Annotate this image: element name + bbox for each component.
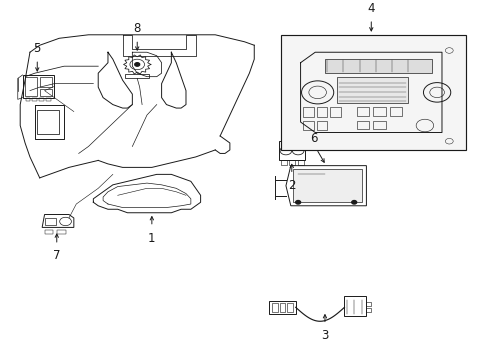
Text: 6: 6 bbox=[309, 132, 317, 145]
Bar bbox=[37, 110, 59, 134]
Text: 1: 1 bbox=[148, 232, 155, 245]
Text: 3: 3 bbox=[321, 329, 328, 342]
Bar bbox=[330, 107, 340, 117]
Bar bbox=[287, 303, 293, 312]
Bar bbox=[40, 77, 52, 87]
Bar bbox=[303, 121, 313, 130]
Bar bbox=[372, 107, 385, 116]
Bar bbox=[281, 35, 466, 150]
Bar bbox=[125, 74, 149, 78]
Bar bbox=[271, 303, 277, 312]
Bar bbox=[289, 161, 295, 165]
Bar bbox=[366, 302, 370, 306]
Bar bbox=[293, 169, 361, 202]
Text: 2: 2 bbox=[287, 179, 295, 192]
Bar bbox=[325, 59, 431, 73]
Bar bbox=[297, 161, 303, 165]
Bar bbox=[389, 107, 402, 116]
Bar bbox=[22, 75, 54, 98]
Bar bbox=[281, 161, 286, 165]
Bar bbox=[39, 98, 44, 101]
Text: 4: 4 bbox=[367, 1, 374, 14]
Bar bbox=[46, 98, 51, 101]
Bar bbox=[344, 297, 366, 316]
Bar bbox=[268, 301, 295, 314]
Bar bbox=[32, 98, 37, 101]
Bar bbox=[303, 107, 313, 117]
Bar bbox=[356, 121, 368, 129]
Text: 5: 5 bbox=[34, 42, 41, 55]
Bar bbox=[336, 77, 407, 103]
Bar bbox=[45, 218, 56, 225]
Bar bbox=[25, 77, 37, 96]
Bar bbox=[40, 89, 52, 96]
Bar bbox=[366, 308, 370, 312]
Bar bbox=[372, 121, 385, 129]
Bar bbox=[57, 230, 65, 234]
Bar bbox=[25, 98, 30, 101]
Bar bbox=[278, 141, 305, 161]
Circle shape bbox=[351, 201, 356, 204]
Bar bbox=[279, 303, 285, 312]
Bar bbox=[316, 121, 327, 130]
Bar bbox=[44, 230, 53, 234]
Circle shape bbox=[135, 63, 140, 66]
Text: 7: 7 bbox=[53, 249, 61, 262]
Bar bbox=[316, 107, 327, 117]
Bar bbox=[356, 107, 368, 116]
Text: 8: 8 bbox=[133, 22, 141, 36]
Circle shape bbox=[295, 201, 300, 204]
